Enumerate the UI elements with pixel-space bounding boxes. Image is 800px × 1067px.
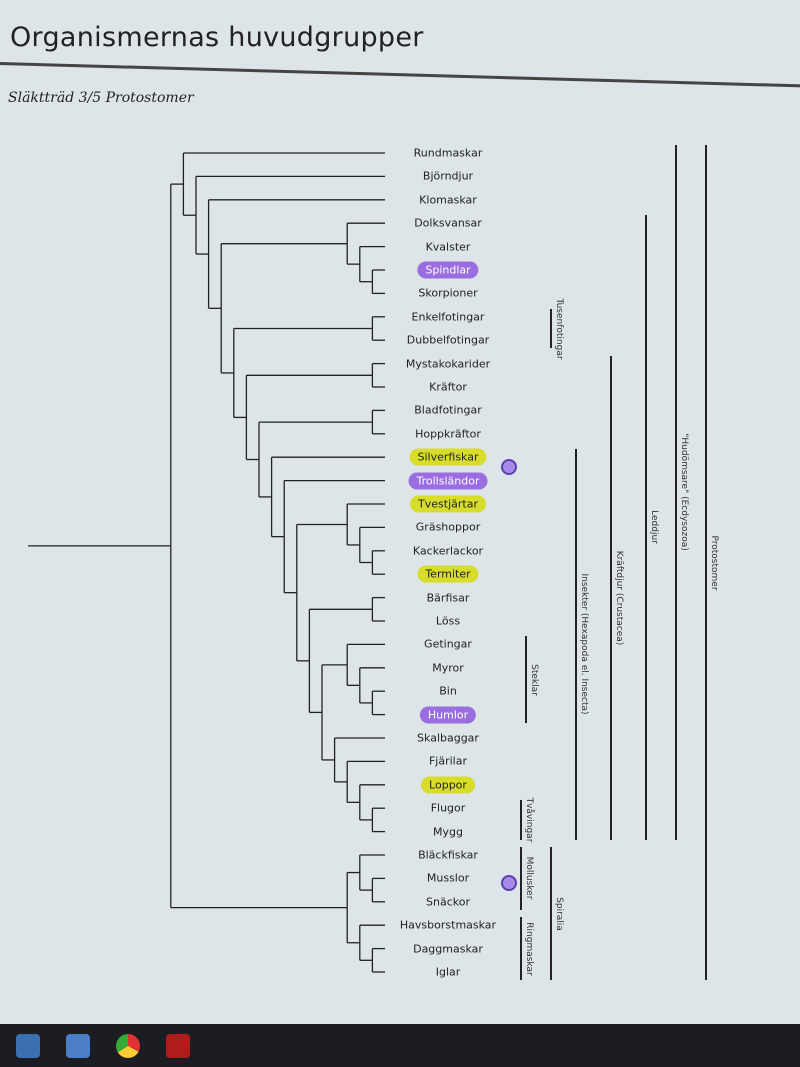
group-label: Tusenfotingar <box>554 297 564 360</box>
taxon-label: Bärfisar <box>426 591 470 605</box>
annotation-pin[interactable] <box>501 459 517 475</box>
group-bracket <box>550 847 552 980</box>
group-bracket <box>520 847 522 910</box>
group-label: Tvåvingar <box>524 797 534 843</box>
group-label: Leddjur <box>649 510 659 545</box>
taxon-label: Humlor <box>419 706 477 724</box>
taxon-label: Kackerlackor <box>412 544 484 558</box>
group-bracket <box>525 636 527 723</box>
taxon-label: Klomaskar <box>419 193 477 207</box>
group-label: Ringmaskar <box>524 921 534 976</box>
taxon-label: Mystakokarider <box>405 357 491 371</box>
group-bracket <box>520 800 522 840</box>
group-label: Mollusker <box>524 856 534 900</box>
taxon-label: Fjärilar <box>428 754 468 768</box>
taxon-label: Dubbelfotingar <box>406 333 490 347</box>
group-label: Spiralia <box>554 896 564 931</box>
taxon-label: Musslor <box>426 871 470 885</box>
taxon-label: Kvalster <box>425 240 471 254</box>
group-label: Protostomer <box>709 534 719 591</box>
taxon-label: Trollsländor <box>408 472 488 490</box>
phylogenetic-tree <box>28 152 385 973</box>
group-bracket <box>575 449 577 840</box>
taxon-label: Mygg <box>433 825 463 839</box>
page-subtitle: Släktträd 3/5 Protostomer <box>8 90 194 106</box>
group-label: Steklar <box>529 663 539 696</box>
taxon-label: Flugor <box>430 801 466 815</box>
taxon-label: Daggmaskar <box>413 942 483 956</box>
taxon-label: Bladfotingar <box>414 403 482 417</box>
taxon-label: Rundmaskar <box>413 146 483 160</box>
taxon-label: Spindlar <box>417 261 479 279</box>
taxon-label: Snäckor <box>426 895 470 909</box>
page-title: Organismernas huvudgrupper <box>10 22 424 53</box>
taxon-label: Gräshoppor <box>415 520 481 534</box>
group-bracket <box>675 145 677 840</box>
taxon-label: Skalbaggar <box>417 731 479 745</box>
mail-icon[interactable] <box>16 1034 40 1058</box>
group-bracket <box>645 215 647 840</box>
taxon-label: Loppor <box>421 776 475 794</box>
annotation-pin[interactable] <box>501 875 517 891</box>
taxon-label: Dolksvansar <box>414 216 482 230</box>
group-bracket <box>520 917 522 980</box>
group-bracket <box>550 308 552 349</box>
taxon-label: Getingar <box>424 637 472 651</box>
taxon-label: Myror <box>432 661 464 675</box>
taskbar <box>0 1024 800 1067</box>
taxon-label: Björndjur <box>422 169 474 183</box>
taxon-label: Iglar <box>435 965 461 979</box>
document-icon[interactable] <box>66 1034 90 1058</box>
taxon-label: Skorpioner <box>418 286 478 300</box>
taxon-label: Termiter <box>417 565 479 583</box>
taxon-label: Enkelfotingar <box>411 310 485 324</box>
taxon-label: Silverfiskar <box>409 448 487 466</box>
taxon-label: Havsborstmaskar <box>399 918 497 932</box>
taxon-label: Kräftor <box>429 380 467 394</box>
pdf-icon[interactable] <box>166 1034 190 1058</box>
taxon-label: Tvestjärtar <box>410 495 486 513</box>
group-label: Insekter (Hexapoda el. Insecta) <box>579 573 589 715</box>
group-label: Kräftdjur (Crustacea) <box>614 550 624 645</box>
taxon-label: Bin <box>439 684 457 698</box>
group-bracket <box>705 145 707 980</box>
chrome-icon[interactable] <box>116 1034 140 1058</box>
group-bracket <box>610 355 612 840</box>
taxon-label: Hoppkräftor <box>415 427 481 441</box>
taxon-label: Bläckfiskar <box>418 848 478 862</box>
taxon-label: Löss <box>435 614 461 628</box>
group-label: "Hudömsare" (Ecdysozoa) <box>679 433 689 552</box>
